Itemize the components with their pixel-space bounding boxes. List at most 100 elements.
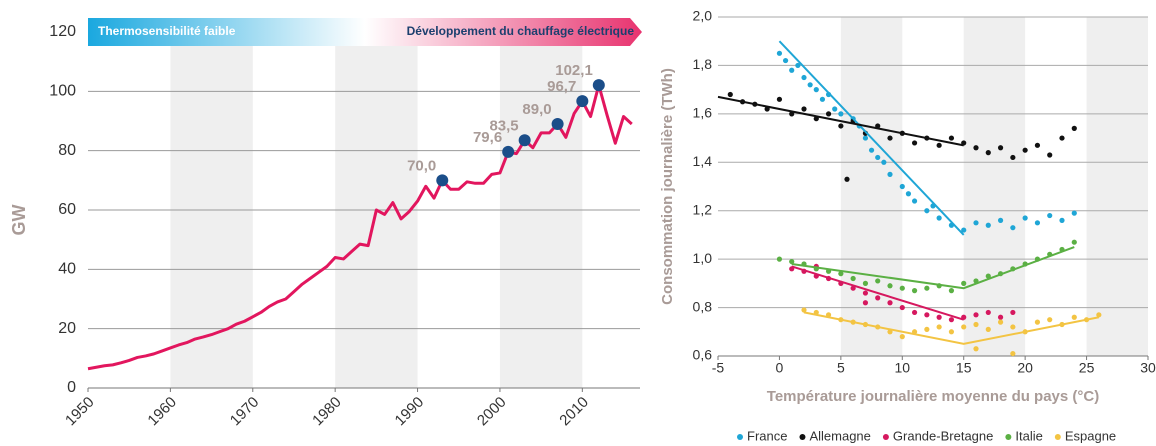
scatter-point <box>997 145 1004 151</box>
scatter-point <box>832 106 838 112</box>
y-tick-label: 0,8 <box>693 298 713 314</box>
scatter-point <box>997 314 1004 320</box>
banner-right: Développement du chauffage électrique <box>407 24 635 38</box>
scatter-point <box>948 329 955 335</box>
scatter-point <box>875 295 881 301</box>
y-axis-label: GW <box>9 204 29 235</box>
x-tick-label: 15 <box>956 360 972 376</box>
scatter-point <box>862 135 869 141</box>
x-tick-label: 2000 <box>474 394 510 430</box>
scatter-point <box>948 317 955 323</box>
annotation-dot <box>576 95 589 108</box>
band <box>963 17 1026 356</box>
x-tick-label: 5 <box>837 360 845 376</box>
legend-swatch <box>882 434 889 440</box>
x-tick-label: -5 <box>712 360 725 376</box>
trend-line <box>803 311 1100 345</box>
scatter-point <box>973 145 979 151</box>
legend-label: Espagne <box>1065 428 1116 443</box>
legend-label: Italie <box>1015 428 1042 443</box>
x-tick-label: 10 <box>894 360 910 376</box>
legend-label: Grande-Bretagne <box>893 428 993 443</box>
x-tick-label: 2010 <box>556 394 592 430</box>
scatter-point <box>997 217 1004 223</box>
y-tick-label: 1,4 <box>693 153 713 169</box>
scatter-point <box>838 111 844 117</box>
scatter-point <box>899 334 905 340</box>
scatter-point <box>862 300 869 306</box>
scatter-point <box>997 319 1004 325</box>
scatter-point <box>1022 147 1028 153</box>
scatter-point <box>924 312 930 318</box>
annotation-dot <box>518 134 531 147</box>
scatter-point <box>985 150 991 156</box>
annotation-label: 89,0 <box>522 101 551 118</box>
y-axis-label: Consommation journalière (TWh) <box>659 68 676 305</box>
scatter-point <box>795 62 801 69</box>
band <box>1086 17 1148 356</box>
y-tick-label: 120 <box>49 23 76 40</box>
scatter-point <box>911 198 918 204</box>
scatter-point <box>875 278 881 284</box>
scatter-point <box>1059 217 1065 223</box>
trend-line <box>791 265 965 321</box>
scatter-point <box>1010 225 1016 231</box>
x-tick-label: 1990 <box>392 394 428 430</box>
annotation-dot <box>551 117 564 130</box>
scatter-point <box>850 285 856 291</box>
scatter-point <box>936 142 942 148</box>
scatter-point <box>789 67 795 73</box>
x-tick-label: 30 <box>1140 360 1156 376</box>
scatter-point <box>911 309 918 316</box>
annotation-label: 102,1 <box>555 62 593 79</box>
legend-swatch <box>1054 434 1061 440</box>
y-tick-label: 60 <box>58 201 76 218</box>
annotation-label: 70,0 <box>407 157 436 174</box>
scatter-point <box>911 140 918 146</box>
y-tick-label: 1,2 <box>693 201 713 217</box>
scatter-point <box>985 273 991 279</box>
x-tick-label: 20 <box>1017 360 1033 376</box>
scatter-point <box>961 324 967 330</box>
scatter-point <box>1047 317 1053 323</box>
scatter-point <box>1096 312 1102 318</box>
scatter-point <box>862 280 869 286</box>
x-tick-label: 0 <box>776 360 784 376</box>
scatter-point <box>1059 135 1065 141</box>
scatter-point <box>801 74 807 81</box>
scatter-point <box>862 290 869 296</box>
y-tick-label: 1,8 <box>693 56 713 72</box>
scatter-point <box>973 346 979 352</box>
scatter-point <box>1010 324 1016 330</box>
line-chart: Thermosensibilité faible Développement du… <box>9 18 642 429</box>
scatter-point <box>887 135 893 141</box>
y-tick-label: 40 <box>58 261 76 278</box>
x-axis-label: Température journalière moyenne du pays … <box>767 388 1099 405</box>
scatter-point <box>887 283 893 289</box>
y-tick-label: 0,6 <box>693 347 713 363</box>
scatter-point <box>727 91 733 98</box>
scatter-point <box>961 280 967 286</box>
legend-swatch <box>737 434 743 440</box>
y-tick-label: 100 <box>49 83 76 100</box>
x-tick-label: 1970 <box>227 394 263 430</box>
x-tick-label: 1980 <box>309 394 345 430</box>
annotation-dot <box>502 145 515 158</box>
scatter-point <box>961 227 967 233</box>
scatter-point <box>887 300 893 306</box>
y-tick-label: 2,0 <box>693 8 713 24</box>
scatter-point <box>899 183 905 190</box>
band <box>840 17 903 356</box>
trend-line <box>791 246 1075 290</box>
scatter-point <box>819 96 826 102</box>
legend-swatch <box>799 434 806 440</box>
scatter-point <box>1010 309 1016 316</box>
scatter-point <box>782 57 789 64</box>
scatter-point <box>807 82 813 88</box>
scatter-point <box>825 111 832 117</box>
scatter-point <box>985 222 991 228</box>
scatter-point <box>1071 314 1077 320</box>
x-tick-label: 25 <box>1079 360 1095 376</box>
legend-swatch <box>1005 434 1012 440</box>
scatter-point <box>838 271 844 277</box>
